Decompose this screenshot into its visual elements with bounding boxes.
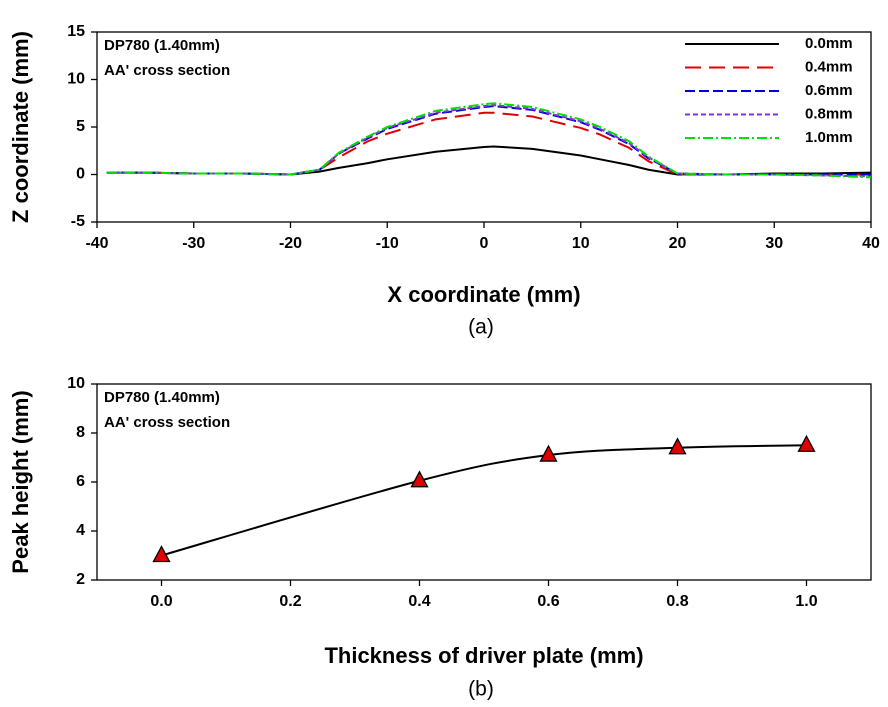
y-tick-label: 0 (76, 166, 85, 183)
legend-label: 0.6mm (805, 82, 853, 99)
y-tick-label: 5 (76, 118, 85, 135)
caption: (b) (468, 678, 494, 701)
series-line (106, 111, 871, 176)
x-tick-label: -40 (85, 235, 108, 252)
annotation: AA' cross section (104, 414, 230, 431)
x-tick-label: 40 (862, 235, 880, 252)
annotation: AA' cross section (104, 62, 230, 79)
data-marker (539, 444, 558, 462)
data-marker (152, 545, 171, 563)
x-tick-label: 0.4 (408, 593, 430, 610)
y-tick-label: -5 (71, 213, 85, 230)
legend-label: 0.8mm (805, 105, 853, 122)
data-marker (410, 470, 429, 488)
x-tick-label: 20 (669, 235, 687, 252)
y-axis-title: Z coordinate (mm) (8, 31, 33, 223)
series-line (106, 104, 872, 178)
data-marker (797, 434, 816, 452)
plot-frame (96, 31, 872, 223)
y-tick-label: 8 (76, 424, 85, 441)
y-tick-label: 10 (67, 375, 85, 392)
y-tick-label: 2 (76, 571, 85, 588)
legend-label: 1.0mm (805, 129, 853, 146)
legend-label: 0.0mm (805, 35, 853, 52)
x-tick-label: 10 (572, 235, 590, 252)
annotation: DP780 (1.40mm) (104, 37, 220, 54)
x-tick-label: 1.0 (795, 593, 817, 610)
series-line (106, 102, 872, 179)
data-marker (668, 437, 687, 455)
y-axis-title: Peak height (mm) (8, 390, 33, 573)
x-axis-title: X coordinate (mm) (387, 282, 580, 307)
x-tick-label: -10 (376, 235, 399, 252)
x-tick-label: -20 (279, 235, 302, 252)
x-tick-label: -30 (182, 235, 205, 252)
y-tick-label: 4 (76, 522, 85, 539)
series-line (161, 444, 807, 557)
x-tick-label: 0.8 (666, 593, 688, 610)
x-tick-label: 0 (480, 235, 489, 252)
series-line (106, 105, 871, 176)
legend-label: 0.4mm (805, 58, 853, 75)
x-tick-label: 0.0 (150, 593, 172, 610)
x-tick-label: 0.6 (537, 593, 559, 610)
y-tick-label: 15 (67, 23, 85, 40)
y-tick-label: 6 (76, 473, 85, 490)
x-axis-title: Thickness of driver plate (mm) (324, 643, 643, 668)
caption: (a) (468, 316, 494, 339)
series-line (106, 145, 872, 176)
y-tick-label: 10 (67, 71, 85, 88)
annotation: DP780 (1.40mm) (104, 389, 220, 406)
x-tick-label: 0.2 (279, 593, 301, 610)
x-tick-label: 30 (765, 235, 783, 252)
